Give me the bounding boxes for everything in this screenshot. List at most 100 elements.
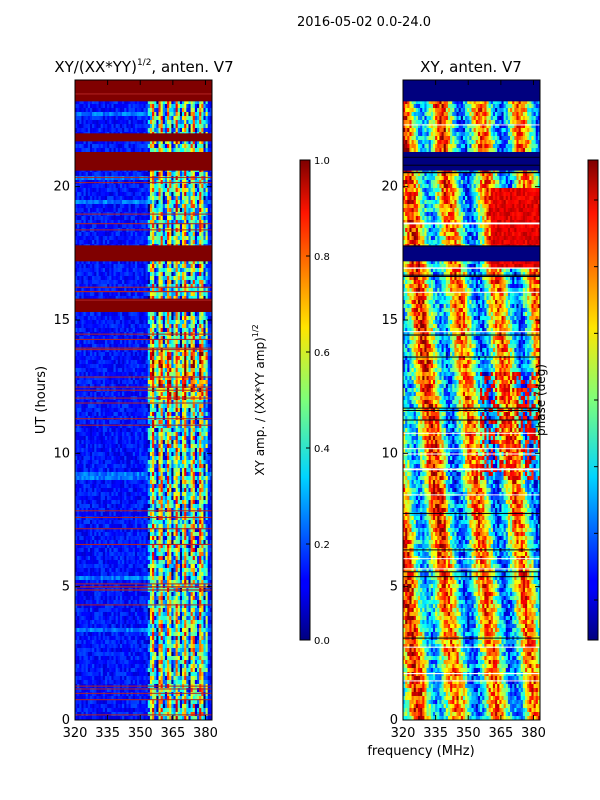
heatmap-cell [164, 376, 168, 381]
heatmap-cell [122, 140, 125, 145]
heatmap-cell [119, 336, 123, 341]
heatmap-cell [115, 120, 119, 125]
heatmap-cell [107, 204, 110, 209]
heatmap-cell [184, 140, 187, 145]
heatmap-cell [77, 112, 80, 117]
heatmap-cell [203, 260, 206, 265]
heatmap-cell [143, 352, 146, 357]
heatmap-cell [190, 348, 194, 353]
heatmap-cell [143, 344, 146, 349]
heatmap-cell [94, 372, 97, 377]
heatmap-cell [194, 196, 198, 201]
heatmap-cell [117, 144, 121, 149]
heatmap-cell [134, 296, 138, 301]
heatmap-cell [122, 276, 125, 281]
heatmap-cell [209, 236, 212, 241]
heatmap-cell [199, 172, 202, 177]
heatmap-cell [81, 376, 84, 381]
heatmap-cell [207, 280, 211, 285]
heatmap-cell [203, 292, 206, 297]
heatmap-cell [158, 148, 161, 153]
heatmap-cell [77, 280, 80, 285]
heatmap-cell [149, 224, 153, 229]
heatmap-cell [154, 116, 157, 121]
heatmap-cell [149, 196, 153, 201]
heatmap-cell [141, 324, 144, 329]
heatmap-cell [192, 272, 196, 277]
heatmap-cell [179, 284, 183, 289]
heatmap-cell [141, 124, 144, 129]
heatmap-cell [145, 296, 149, 301]
heatmap-cell [126, 296, 129, 301]
heatmap-cell [154, 204, 157, 209]
heatmap-cell [186, 216, 189, 221]
heatmap-cell [89, 236, 93, 241]
heatmap-cell [149, 288, 153, 293]
heatmap-cell [117, 372, 121, 377]
heatmap-cell [87, 384, 91, 389]
heatmap-cell [126, 348, 129, 353]
heatmap-cell [158, 276, 161, 281]
heatmap-cell [149, 172, 153, 177]
heatmap-cell [209, 184, 212, 189]
heatmap-cell [169, 240, 172, 245]
heatmap-cell [194, 360, 198, 365]
heatmap-cell [87, 376, 91, 381]
heatmap-cell [158, 140, 161, 145]
heatmap-cell [132, 260, 136, 265]
heatmap-cell [175, 120, 179, 125]
heatmap-cell [96, 220, 99, 225]
heatmap-cell [79, 224, 82, 229]
heatmap-cell [162, 240, 166, 245]
heatmap-cell [104, 356, 108, 361]
heatmap-cell [179, 312, 183, 317]
heatmap-cell [139, 232, 142, 237]
heatmap-cell [190, 328, 194, 333]
heatmap-cell [184, 144, 187, 149]
heatmap-cell [162, 148, 166, 153]
heatmap-cell [117, 188, 121, 193]
heatmap-cell [113, 108, 116, 113]
heatmap-cell [77, 372, 80, 377]
heatmap-cell [100, 240, 104, 245]
heatmap-cell [81, 356, 84, 361]
heatmap-cell [92, 348, 95, 353]
heatmap-cell [75, 320, 78, 325]
heatmap-cell [175, 276, 179, 281]
heatmap-cell [81, 316, 84, 321]
heatmap-cell [160, 192, 164, 197]
heatmap-cell [175, 220, 179, 225]
heatmap-cell [205, 336, 209, 341]
heatmap-cell [171, 260, 174, 265]
heatmap-cell [171, 380, 174, 385]
heatmap-cell [94, 276, 97, 281]
heatmap-cell [156, 356, 159, 361]
heatmap-cell [119, 112, 123, 117]
heatmap-cell [188, 356, 191, 361]
heatmap-cell [169, 192, 172, 197]
heatmap-cell [192, 372, 196, 377]
heatmap-cell [132, 240, 136, 245]
heatmap-cell [171, 324, 174, 329]
heatmap-cell [109, 292, 112, 297]
heatmap-cell [160, 280, 164, 285]
heatmap-cell [81, 296, 84, 301]
heatmap-cell [87, 360, 91, 365]
heatmap-cell [79, 328, 82, 333]
heatmap-cell [85, 184, 89, 189]
heatmap-cell [190, 176, 194, 181]
heatmap-cell [79, 200, 82, 205]
heatmap-cell [139, 184, 142, 189]
heatmap-cell [143, 364, 146, 369]
heatmap-cell [147, 280, 151, 285]
heatmap-cell [141, 172, 144, 177]
heatmap-cell [169, 280, 172, 285]
heatmap-cell [179, 100, 183, 105]
heatmap-cell [179, 324, 183, 329]
heatmap-cell [126, 220, 129, 225]
heatmap-cell [102, 268, 106, 273]
heatmap-cell [134, 200, 138, 205]
heatmap-cell [132, 292, 136, 297]
heatmap-cell [186, 140, 189, 145]
heatmap-cell [209, 376, 212, 381]
